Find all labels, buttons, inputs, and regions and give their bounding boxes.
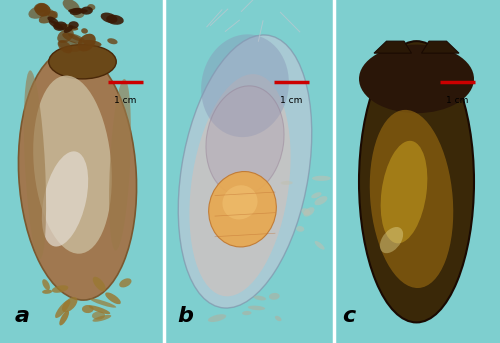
Ellipse shape <box>68 21 78 29</box>
Ellipse shape <box>119 278 132 287</box>
Ellipse shape <box>24 70 46 259</box>
Ellipse shape <box>42 8 58 18</box>
Ellipse shape <box>34 3 47 13</box>
Ellipse shape <box>73 9 85 18</box>
Ellipse shape <box>380 141 428 243</box>
Ellipse shape <box>82 305 94 313</box>
Ellipse shape <box>64 25 74 33</box>
Ellipse shape <box>54 22 67 31</box>
Text: 1 cm: 1 cm <box>280 96 302 105</box>
Ellipse shape <box>62 33 83 44</box>
Ellipse shape <box>78 34 96 51</box>
Ellipse shape <box>62 297 78 312</box>
Ellipse shape <box>39 11 58 24</box>
Ellipse shape <box>62 0 80 13</box>
Ellipse shape <box>100 13 117 23</box>
Ellipse shape <box>304 207 314 217</box>
Ellipse shape <box>70 8 82 15</box>
Polygon shape <box>374 41 412 53</box>
Ellipse shape <box>312 176 331 181</box>
Text: c: c <box>342 306 356 326</box>
Ellipse shape <box>108 38 118 44</box>
Text: a: a <box>15 306 30 326</box>
Ellipse shape <box>81 28 88 34</box>
Ellipse shape <box>370 110 454 288</box>
Ellipse shape <box>88 4 96 10</box>
Ellipse shape <box>42 151 88 247</box>
Ellipse shape <box>93 277 106 291</box>
Ellipse shape <box>92 311 105 320</box>
Ellipse shape <box>49 45 116 79</box>
Ellipse shape <box>359 41 474 322</box>
Ellipse shape <box>105 293 121 304</box>
Polygon shape <box>422 41 459 53</box>
Ellipse shape <box>68 8 88 13</box>
Ellipse shape <box>52 285 68 293</box>
Ellipse shape <box>222 185 258 220</box>
Ellipse shape <box>242 311 252 315</box>
Ellipse shape <box>90 298 116 308</box>
Ellipse shape <box>302 208 310 215</box>
Ellipse shape <box>80 7 93 15</box>
Ellipse shape <box>54 23 78 31</box>
Text: 1 cm: 1 cm <box>114 96 136 105</box>
Ellipse shape <box>33 75 112 254</box>
Ellipse shape <box>42 279 50 290</box>
Ellipse shape <box>314 241 324 250</box>
Ellipse shape <box>190 74 290 296</box>
Ellipse shape <box>254 296 266 300</box>
Ellipse shape <box>28 6 48 19</box>
Ellipse shape <box>35 3 50 16</box>
Ellipse shape <box>68 33 85 42</box>
Ellipse shape <box>88 305 110 314</box>
Ellipse shape <box>55 300 70 318</box>
Ellipse shape <box>83 40 102 47</box>
Ellipse shape <box>109 79 131 250</box>
Ellipse shape <box>275 316 281 321</box>
Ellipse shape <box>201 34 289 137</box>
Ellipse shape <box>106 15 124 25</box>
Text: 1 cm: 1 cm <box>446 96 468 105</box>
Ellipse shape <box>57 29 74 43</box>
Ellipse shape <box>208 172 276 247</box>
Ellipse shape <box>58 40 82 52</box>
Ellipse shape <box>311 192 322 198</box>
Ellipse shape <box>248 306 265 310</box>
Ellipse shape <box>296 226 304 232</box>
Ellipse shape <box>60 310 69 326</box>
Ellipse shape <box>18 50 136 300</box>
Ellipse shape <box>269 293 280 300</box>
Ellipse shape <box>42 289 52 294</box>
Ellipse shape <box>206 86 284 196</box>
Ellipse shape <box>178 35 312 308</box>
Ellipse shape <box>208 314 226 322</box>
Ellipse shape <box>359 45 474 113</box>
Ellipse shape <box>314 196 328 205</box>
Ellipse shape <box>92 315 112 322</box>
Ellipse shape <box>48 20 64 30</box>
Ellipse shape <box>380 227 403 253</box>
Ellipse shape <box>280 181 292 185</box>
Ellipse shape <box>48 16 58 24</box>
Ellipse shape <box>58 40 72 54</box>
Text: b: b <box>178 306 194 326</box>
